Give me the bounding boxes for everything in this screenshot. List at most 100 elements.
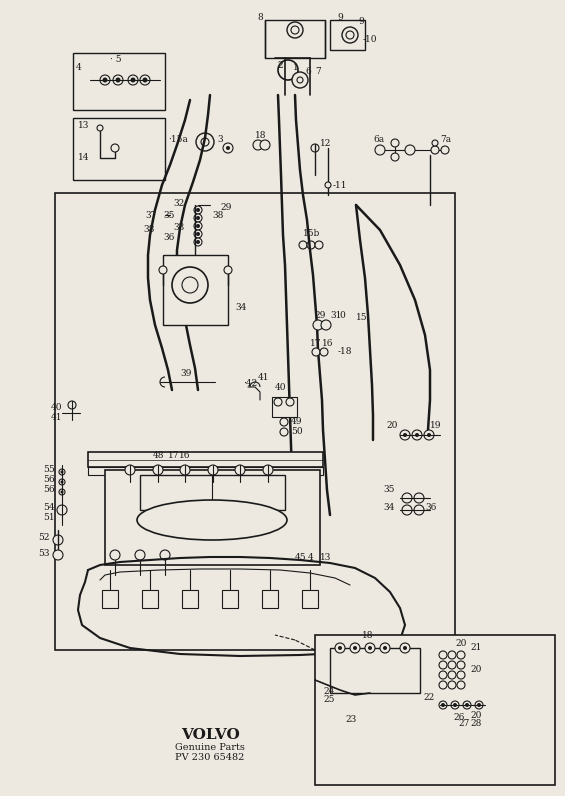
Text: 39: 39: [180, 369, 192, 377]
Text: 9: 9: [358, 18, 364, 26]
Text: 49: 49: [291, 417, 302, 427]
Circle shape: [439, 701, 447, 709]
Circle shape: [448, 661, 456, 669]
Bar: [272, 397, 297, 417]
Circle shape: [325, 182, 331, 188]
Text: 4: 4: [76, 63, 82, 72]
Text: 37: 37: [145, 210, 157, 220]
Circle shape: [160, 550, 170, 560]
Bar: [55, 193, 455, 650]
Text: 29: 29: [314, 311, 325, 321]
Bar: [265, 20, 325, 58]
Circle shape: [280, 418, 288, 426]
Circle shape: [315, 241, 323, 249]
Circle shape: [414, 493, 424, 503]
Circle shape: [113, 75, 123, 85]
Text: 22: 22: [424, 693, 435, 703]
Circle shape: [415, 433, 419, 437]
Circle shape: [263, 465, 273, 475]
Text: 33: 33: [174, 224, 185, 232]
Circle shape: [307, 241, 315, 249]
Text: 15: 15: [356, 314, 368, 322]
Text: 35: 35: [384, 486, 395, 494]
Text: 18: 18: [362, 631, 373, 641]
Bar: [88, 452, 323, 467]
Circle shape: [441, 146, 449, 154]
Circle shape: [111, 144, 119, 152]
Circle shape: [391, 153, 399, 161]
Text: 15b: 15b: [303, 229, 320, 239]
Text: 9: 9: [337, 14, 343, 22]
Text: 54: 54: [44, 504, 55, 513]
Text: -18: -18: [338, 348, 353, 357]
Circle shape: [391, 139, 399, 147]
Circle shape: [448, 681, 456, 689]
Text: 7: 7: [315, 68, 321, 76]
Text: 31: 31: [330, 311, 341, 321]
Text: 29: 29: [220, 204, 232, 213]
Circle shape: [226, 146, 230, 150]
Circle shape: [274, 398, 282, 406]
Text: 27: 27: [458, 719, 470, 728]
Circle shape: [400, 643, 410, 653]
Text: 16: 16: [322, 340, 333, 349]
Circle shape: [477, 703, 481, 707]
Circle shape: [441, 703, 445, 707]
Text: 14: 14: [78, 154, 89, 162]
Circle shape: [102, 77, 107, 83]
Circle shape: [235, 465, 245, 475]
Text: 13: 13: [78, 122, 89, 131]
Circle shape: [311, 144, 319, 152]
Circle shape: [131, 77, 136, 83]
Circle shape: [280, 428, 288, 436]
Circle shape: [380, 643, 390, 653]
Circle shape: [196, 240, 200, 244]
Circle shape: [196, 232, 200, 236]
Circle shape: [383, 646, 387, 650]
Text: 28: 28: [470, 719, 481, 728]
Text: 3: 3: [218, 135, 223, 145]
Circle shape: [375, 145, 385, 155]
Text: 52: 52: [38, 533, 50, 543]
Circle shape: [194, 230, 202, 238]
Circle shape: [320, 348, 328, 356]
Circle shape: [453, 703, 457, 707]
Circle shape: [135, 550, 145, 560]
Text: 41: 41: [258, 373, 270, 383]
Circle shape: [431, 146, 439, 154]
Circle shape: [194, 214, 202, 222]
Text: PV 230 65482: PV 230 65482: [175, 754, 245, 763]
Bar: [182, 590, 198, 608]
Text: 55: 55: [44, 466, 55, 474]
Circle shape: [53, 535, 63, 545]
Circle shape: [59, 479, 65, 485]
Text: -11: -11: [333, 181, 347, 189]
Circle shape: [125, 465, 135, 475]
Circle shape: [180, 465, 190, 475]
Circle shape: [140, 75, 150, 85]
Text: 50: 50: [291, 427, 303, 436]
Text: 51: 51: [44, 513, 55, 522]
Circle shape: [97, 125, 103, 131]
Text: ·15a: ·15a: [168, 135, 188, 145]
Text: 53: 53: [38, 548, 50, 557]
Circle shape: [60, 470, 63, 474]
Circle shape: [196, 216, 200, 220]
Text: 56: 56: [44, 475, 55, 485]
Bar: [73, 118, 165, 180]
Text: 40: 40: [50, 403, 62, 412]
Text: 20: 20: [470, 711, 481, 720]
Circle shape: [432, 140, 438, 146]
Ellipse shape: [137, 500, 287, 540]
Circle shape: [365, 643, 375, 653]
Circle shape: [224, 266, 232, 274]
Circle shape: [465, 703, 469, 707]
Circle shape: [57, 505, 67, 515]
Bar: [73, 53, 165, 110]
Circle shape: [427, 433, 431, 437]
Circle shape: [463, 701, 471, 709]
Circle shape: [457, 681, 465, 689]
Text: 36: 36: [164, 233, 175, 243]
Bar: [102, 590, 118, 608]
Circle shape: [400, 430, 410, 440]
